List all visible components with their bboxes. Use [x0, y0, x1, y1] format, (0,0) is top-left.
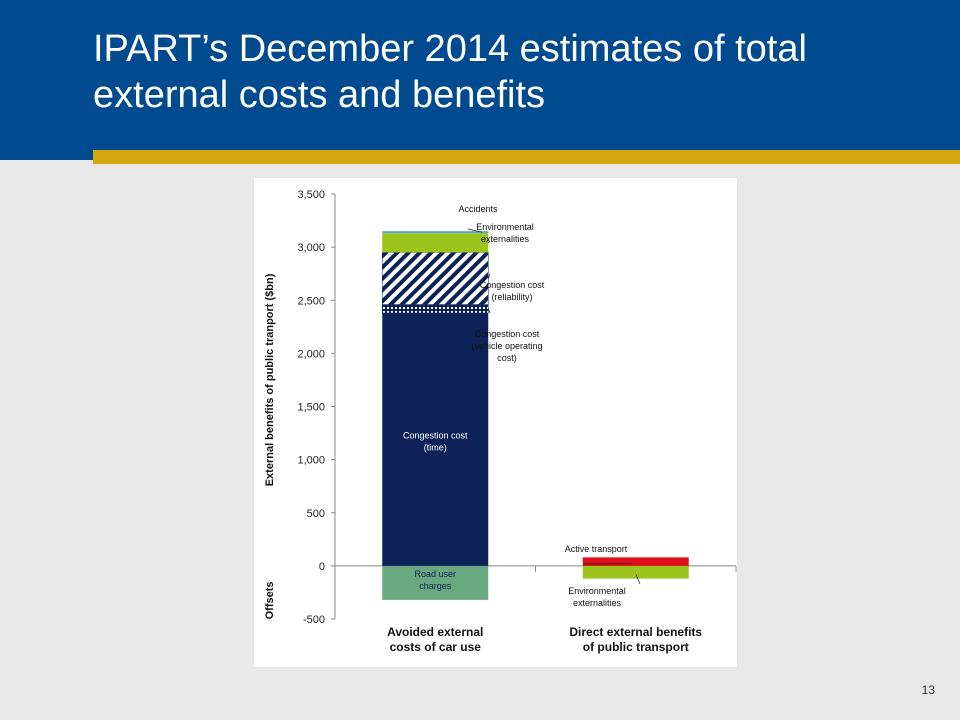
callout-label-cong_voc: cost) — [497, 353, 517, 363]
y-axis-title: External benefits of public tranport ($b… — [264, 273, 276, 486]
callout-label-env_pos: externalities — [481, 234, 530, 244]
bar-segment-env_neg — [582, 565, 689, 579]
bar-segment-accidents — [382, 231, 489, 234]
callout-label-cong_voc: Congestion cost — [475, 329, 540, 339]
y-tick-label: 3,500 — [297, 189, 325, 201]
y-tick-label: 1,500 — [297, 402, 325, 414]
callout-label-cong_rel: (reliability) — [491, 292, 532, 302]
y-tick-label: 2,000 — [297, 348, 325, 360]
callout-line-accidents — [467, 228, 483, 233]
bar-label-road_user: charges — [419, 581, 452, 591]
category-label: Direct external benefits — [569, 625, 702, 639]
y-tick-label: -500 — [303, 614, 325, 626]
bar-segment-cong_time — [382, 313, 489, 566]
callout-line-env_neg — [635, 574, 641, 585]
callout-line-env_pos — [487, 240, 491, 244]
y-tick-label: 0 — [319, 561, 325, 573]
category-label: Avoided external — [387, 625, 483, 639]
bar-segment-cong_rel — [382, 252, 489, 305]
category-label: of public transport — [583, 640, 689, 654]
slide-header: IPART’s December 2014 estimates of total… — [0, 0, 960, 160]
y-axis-title-offsets: Offsets — [264, 581, 276, 619]
callout-label-cong_rel: Congestion cost — [480, 280, 545, 290]
callout-label-env_neg: Environmental — [568, 586, 626, 596]
callout-label-cong_voc: (vehicle operating — [471, 341, 542, 351]
callout-line-cong_rel — [487, 273, 491, 279]
accent-bar — [93, 150, 960, 164]
page-number: 13 — [921, 683, 935, 697]
callout-line-cong_voc — [487, 308, 491, 314]
bar-label-road_user: Road user — [414, 569, 456, 579]
bar-label-cong_time: (time) — [424, 442, 447, 452]
bar-label-cong_time: Congestion cost — [403, 430, 468, 440]
y-tick-label: 2,500 — [297, 295, 325, 307]
chart-panel: -500 0 500 1,000 1,500 2,000 2,500 3,000 3,500 Ex… — [254, 178, 737, 667]
bar-segment-env_pos — [382, 233, 489, 253]
category-label: costs of car use — [390, 640, 482, 654]
callout-label-env_pos: Environmental — [476, 222, 534, 232]
y-tick-label: 1,000 — [297, 455, 325, 467]
bar-segment-active — [582, 557, 689, 566]
y-tick-label: 500 — [307, 508, 325, 520]
bar-segment-cong_voc — [382, 304, 489, 314]
y-tick-label: 3,000 — [297, 242, 325, 254]
slide-title: IPART’s December 2014 estimates of total… — [93, 28, 807, 116]
bar-segment-road_user — [382, 565, 489, 600]
callout-label-active: Active transport — [565, 544, 628, 554]
stacked-bar-chart: -500 0 500 1,000 1,500 2,000 2,500 3,000 3,500 Ex… — [264, 189, 737, 654]
callout-label-env_neg: externalities — [573, 598, 622, 608]
callout-label-accidents: Accidents — [458, 204, 498, 214]
